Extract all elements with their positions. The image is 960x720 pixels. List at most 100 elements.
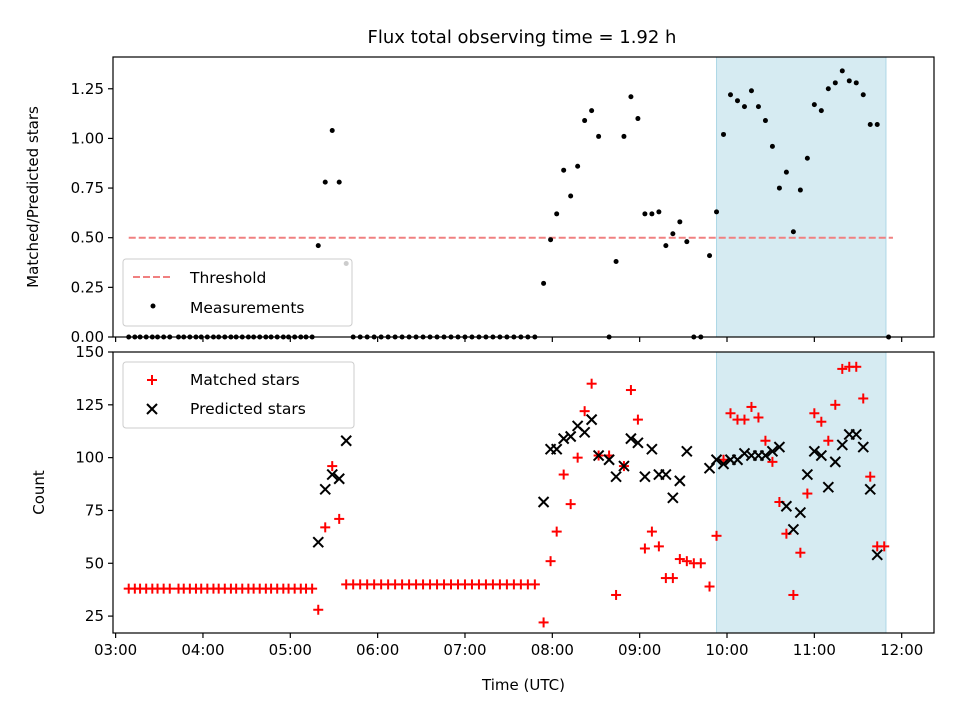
predicted-star-point <box>674 475 686 487</box>
predicted-star-point-b <box>667 492 679 504</box>
measurement-point <box>554 211 560 217</box>
predicted-star-point-b <box>794 506 807 519</box>
predicted-star-point <box>639 470 651 483</box>
predicted-star-point <box>550 443 563 455</box>
legend-measurements-label: Measurements <box>190 299 305 317</box>
predicted-star-point <box>864 483 876 496</box>
measurement-point <box>846 78 852 84</box>
predicted-star-point <box>717 458 730 470</box>
predicted-star-point <box>333 473 345 485</box>
measurement-point <box>677 219 683 225</box>
measurement-point <box>804 155 810 161</box>
measurement-point <box>832 80 838 86</box>
measurement-point <box>783 169 789 175</box>
bottom-panel: 25 50 75 100 125 150 03:00 04:00 05:00 06:00 07:0… <box>30 343 935 694</box>
predicted-star-point-b <box>592 449 605 462</box>
predicted-star-point-b <box>578 426 591 438</box>
predicted-star-point <box>681 445 693 458</box>
predicted-star-point-b <box>537 496 550 508</box>
measurement-point <box>635 116 641 122</box>
top-panel: 0.00 0.25 0.50 0.75 1.00 1.25 Matched/Predict… <box>24 56 935 346</box>
bottom-axes-frame <box>112 351 935 634</box>
top-axes-frame <box>112 56 935 338</box>
predicted-star-point <box>564 430 577 443</box>
top-y-axis: 0.00 0.25 0.50 0.75 1.00 1.25 <box>71 80 113 346</box>
top-y-axis-label: Matched/Predicted stars <box>24 106 42 288</box>
measurement-point <box>776 185 782 191</box>
matched-star-point <box>809 408 820 419</box>
predicted-star-point <box>871 549 883 561</box>
predicted-star-point-b <box>571 420 584 432</box>
matched-star-point <box>823 435 834 446</box>
measurement-point <box>322 179 328 185</box>
matched-star-point <box>865 471 876 482</box>
top-ytick-label: 0.75 <box>71 179 104 197</box>
predicted-star-point <box>836 439 848 451</box>
measurement-point <box>548 237 554 243</box>
predicted-star-point-b <box>864 483 876 496</box>
measurement-point <box>811 102 817 108</box>
matched-star-point <box>320 522 331 533</box>
predicted-star-point <box>610 470 622 483</box>
predicted-star-point-b <box>639 470 651 483</box>
measurement-point <box>825 86 831 92</box>
predicted-star-point <box>632 437 644 449</box>
measurement-point <box>596 133 602 139</box>
measurement-point <box>613 259 619 265</box>
matched-star-point <box>625 385 636 396</box>
predicted-star-point-b <box>618 460 630 472</box>
predicted-star-point-b <box>625 432 637 445</box>
matched-star-point <box>327 461 338 472</box>
measurement-point <box>721 131 727 137</box>
predicted-star-point <box>340 435 352 447</box>
predicted-star-point-b <box>801 468 814 481</box>
measurement-point <box>714 209 720 215</box>
predicted-star-point <box>537 496 550 508</box>
xtick-label: 08:00 <box>531 641 574 659</box>
predicted-star-point-b <box>759 449 772 462</box>
legend-x-glyph <box>146 403 158 415</box>
predicted-star-point <box>603 454 615 466</box>
xtick-label: 11:00 <box>793 641 836 659</box>
predicted-star-point <box>585 413 598 426</box>
predicted-star-point-b <box>857 441 869 453</box>
bottom-shaded-interval <box>716 351 887 634</box>
measurement-point <box>853 80 859 86</box>
bottom-ytick-label: 25 <box>85 607 104 625</box>
xtick-label: 06:00 <box>356 641 399 659</box>
matched-star-point <box>802 488 813 499</box>
top-ytick-label: 0.25 <box>71 278 104 296</box>
top-ytick-label: 1.00 <box>71 129 104 147</box>
matched-star-point <box>667 573 678 584</box>
predicted-star-point-b <box>773 441 786 453</box>
measurement-point <box>582 118 588 124</box>
matched-stars-points <box>123 361 890 628</box>
measurement-point <box>656 209 662 215</box>
bottom-legend-box <box>122 361 355 429</box>
legend-predicted-marker <box>146 403 158 415</box>
predicted-star-point <box>822 481 835 493</box>
predicted-star-point <box>319 483 331 496</box>
predicted-star-point-b <box>836 439 848 451</box>
predicted-star-point <box>667 492 679 504</box>
measurement-point <box>707 253 713 259</box>
predicted-star-point <box>738 447 751 460</box>
top-ytick-label: 0.50 <box>71 229 104 247</box>
legend-measurements-marker <box>150 303 156 309</box>
predicted-star-point-b <box>717 458 730 470</box>
matched-star-point <box>586 378 597 389</box>
measurement-point <box>649 211 655 217</box>
predicted-star-point-b <box>585 413 598 426</box>
matched-star-point <box>711 530 722 541</box>
matched-star-point <box>795 547 806 558</box>
predicted-star-point <box>759 449 772 462</box>
measurement-point <box>684 239 690 245</box>
chart-title: Flux total observing time = 1.92 h <box>368 27 677 48</box>
matched-star-point <box>558 469 569 480</box>
predicted-star-point <box>850 428 862 441</box>
matched-star-point <box>529 579 540 590</box>
bottom-ytick-label: 75 <box>85 501 104 519</box>
predicted-star-point-b <box>312 536 324 548</box>
measurement-point <box>860 92 866 98</box>
matched-star-point <box>632 414 643 425</box>
